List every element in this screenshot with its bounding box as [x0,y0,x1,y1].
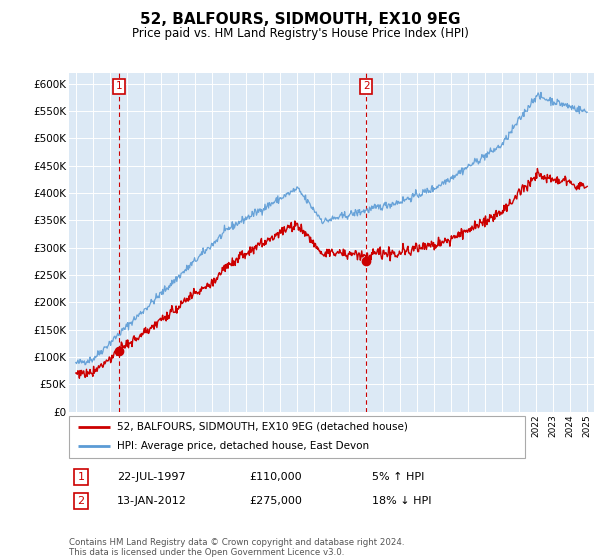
Text: 52, BALFOURS, SIDMOUTH, EX10 9EG (detached house): 52, BALFOURS, SIDMOUTH, EX10 9EG (detach… [117,422,408,432]
Text: HPI: Average price, detached house, East Devon: HPI: Average price, detached house, East… [117,441,369,451]
Text: £275,000: £275,000 [249,496,302,506]
Text: 1: 1 [116,81,122,91]
Text: 18% ↓ HPI: 18% ↓ HPI [372,496,431,506]
Text: 52, BALFOURS, SIDMOUTH, EX10 9EG: 52, BALFOURS, SIDMOUTH, EX10 9EG [140,12,460,27]
Text: £110,000: £110,000 [249,472,302,482]
Text: Price paid vs. HM Land Registry's House Price Index (HPI): Price paid vs. HM Land Registry's House … [131,27,469,40]
Text: 22-JUL-1997: 22-JUL-1997 [117,472,185,482]
Text: 13-JAN-2012: 13-JAN-2012 [117,496,187,506]
FancyBboxPatch shape [69,416,525,458]
Text: 1: 1 [77,472,85,482]
Text: 2: 2 [363,81,370,91]
Text: Contains HM Land Registry data © Crown copyright and database right 2024.
This d: Contains HM Land Registry data © Crown c… [69,538,404,557]
Text: 2: 2 [77,496,85,506]
Text: 5% ↑ HPI: 5% ↑ HPI [372,472,424,482]
